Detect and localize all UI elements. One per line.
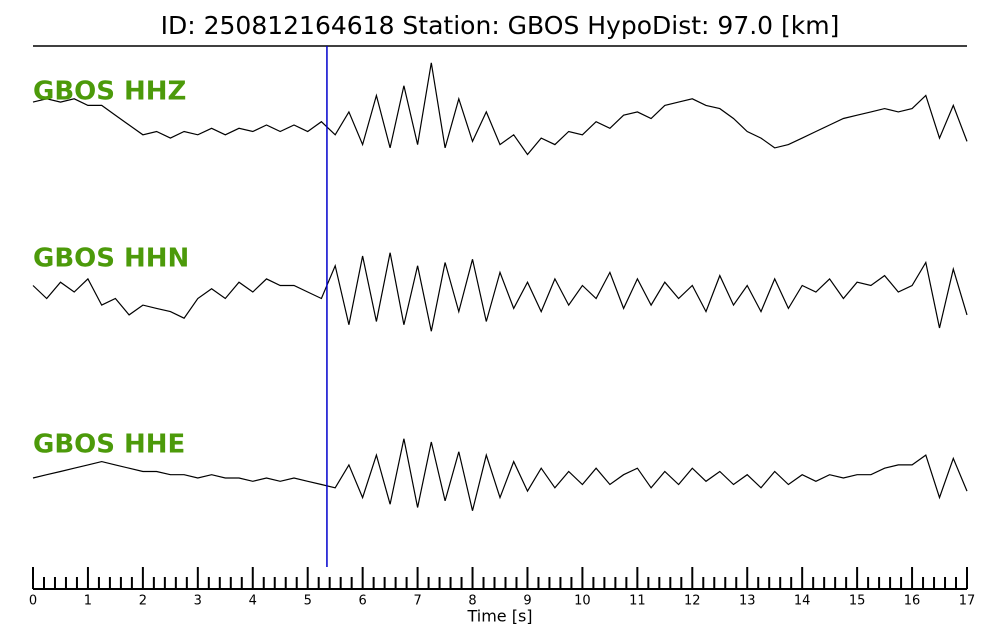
x-tick-label: 7 (413, 594, 421, 609)
trace-label: GBOS HHZ (33, 77, 186, 107)
x-tick-label: 0 (29, 594, 37, 609)
x-tick-label: 3 (194, 594, 202, 609)
x-tick-label: 2 (139, 594, 147, 609)
trace-label: GBOS HHE (33, 430, 185, 460)
trace (32, 252, 968, 332)
x-tick-label: 1 (84, 594, 92, 609)
x-tick-label: 10 (574, 594, 591, 609)
x-tick-label: 5 (304, 594, 312, 609)
x-tick-label: 6 (359, 594, 367, 609)
x-tick-label: 4 (249, 594, 257, 609)
x-tick-label: 12 (684, 594, 701, 609)
trace (32, 438, 968, 511)
trace-label: GBOS HHN (33, 244, 189, 274)
x-tick-label: 14 (794, 594, 811, 609)
x-tick-label: 16 (904, 594, 921, 609)
x-tick-label: 17 (959, 594, 976, 609)
x-tick-label: 15 (849, 594, 866, 609)
x-tick-label: 11 (629, 594, 646, 609)
x-tick-label: 9 (523, 594, 531, 609)
x-tick-label: 13 (739, 594, 756, 609)
x-axis-label: Time [s] (466, 607, 532, 626)
x-tick-label: 8 (468, 594, 476, 609)
trace (32, 62, 968, 156)
chart-title: ID: 250812164618 Station: GBOS HypoDist:… (161, 11, 840, 40)
